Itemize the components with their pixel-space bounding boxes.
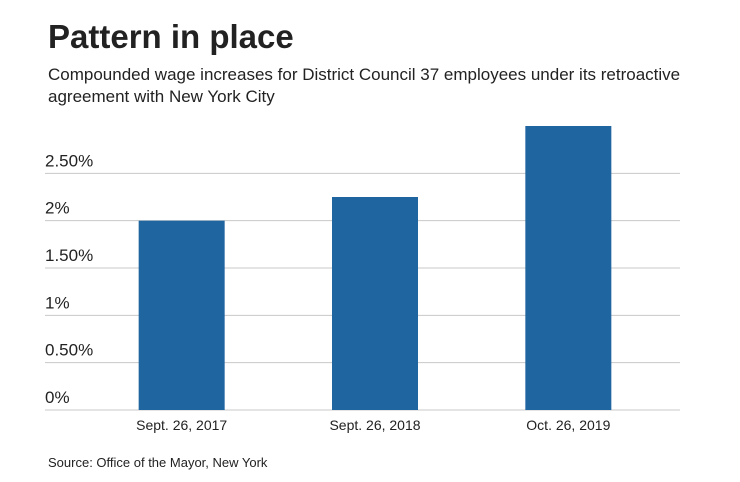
x-tick-label: Oct. 26, 2019 bbox=[526, 417, 610, 433]
x-tick-label: Sept. 26, 2017 bbox=[136, 417, 227, 433]
y-tick-label: 0% bbox=[45, 388, 70, 407]
y-tick-label: 2% bbox=[45, 199, 70, 218]
y-tick-label: 1% bbox=[45, 293, 70, 312]
bar bbox=[138, 220, 225, 410]
x-tick-label: Sept. 26, 2018 bbox=[329, 417, 420, 433]
y-tick-label: 2.50% bbox=[45, 151, 93, 170]
source-note: Source: Office of the Mayor, New York bbox=[48, 455, 268, 470]
bar bbox=[332, 197, 418, 410]
chart: 0% 0.50% 1% 1.50% 2% 2.50% Sept. 26, 2017 Sept.… bbox=[45, 126, 680, 433]
chart-title: Pattern in place bbox=[48, 18, 294, 55]
bar bbox=[525, 126, 612, 410]
y-tick-label: 1.50% bbox=[45, 246, 93, 265]
chart-subtitle: Compounded wage increases for District C… bbox=[48, 65, 681, 106]
y-tick-label: 0.50% bbox=[45, 341, 93, 360]
